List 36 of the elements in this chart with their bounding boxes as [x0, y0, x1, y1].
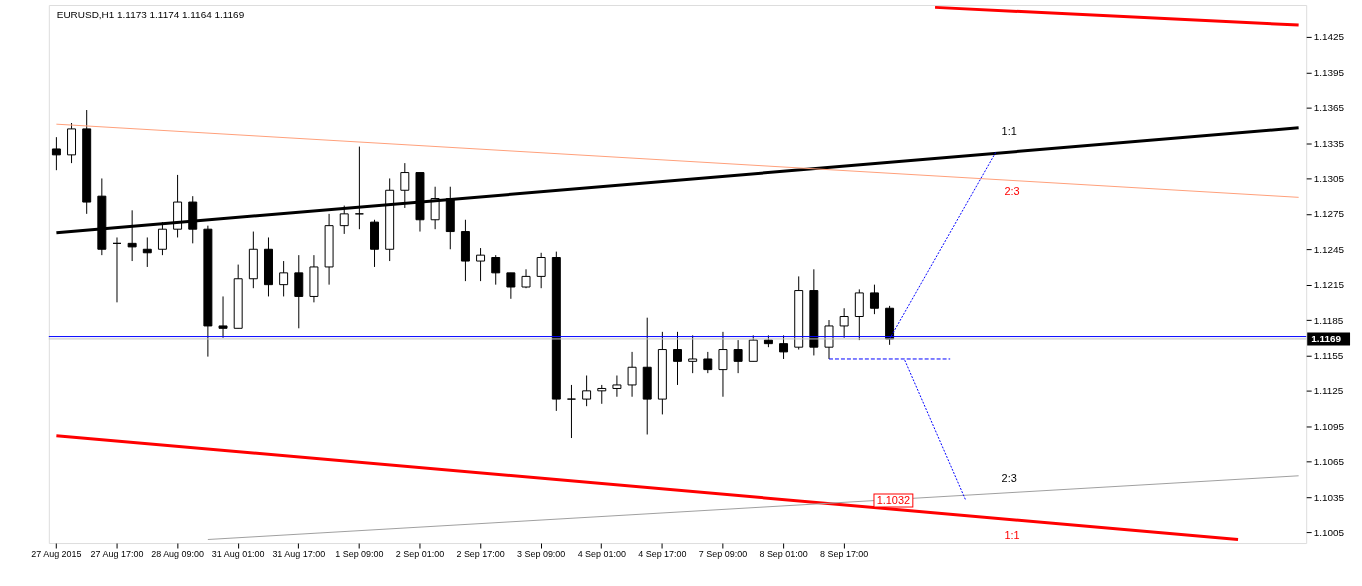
x-tick-label: 1 Sep 09:00: [335, 549, 384, 560]
annotation: 1:1: [1004, 529, 1020, 542]
chart-title: EURUSD,H1 1.1173 1.1174 1.1164 1.1169: [56, 8, 245, 20]
x-tick-label: 7 Sep 09:00: [698, 549, 748, 560]
y-tick-label: 1.1215: [1313, 279, 1345, 291]
y-tick-label: 1.1035: [1313, 491, 1345, 503]
y-tick-label: 1.1185: [1313, 314, 1344, 326]
x-tick-label: 3 Sep 09:00: [517, 549, 566, 560]
x-tick-label: 27 Aug 17:00: [90, 549, 144, 560]
y-tick-label: 1.1365: [1313, 102, 1345, 114]
y-tick-label: 1.1305: [1313, 172, 1345, 184]
x-tick-label: 2 Sep 01:00: [395, 549, 445, 560]
y-tick-label: 1.1275: [1313, 208, 1345, 220]
y-tick-label: 1.1245: [1313, 243, 1345, 255]
x-tick-label: 4 Sep 01:00: [577, 549, 626, 560]
x-tick-label: 4 Sep 17:00: [638, 549, 687, 560]
y-tick-label: 1.1125: [1313, 385, 1344, 397]
y-tick-label: 1.1095: [1313, 420, 1345, 432]
annotation: 2:3: [1004, 184, 1020, 197]
annotation: 2:3: [1001, 471, 1017, 484]
ref-line-label: 1.1169: [1311, 332, 1342, 344]
x-tick-label: 27 Aug 2015: [31, 549, 82, 560]
x-tick-label: 31 Aug 17:00: [272, 549, 326, 560]
y-tick-label: 1.1005: [1313, 526, 1345, 538]
y-tick-label: 1.1065: [1313, 456, 1345, 468]
annotation: 1:1: [1001, 124, 1017, 137]
x-tick-label: 8 Sep 17:00: [820, 549, 869, 560]
annotation: 1.1032: [876, 493, 911, 506]
x-tick-label: 31 Aug 01:00: [211, 549, 265, 560]
x-tick-label: 28 Aug 09:00: [151, 549, 204, 560]
x-tick-label: 8 Sep 01:00: [759, 549, 808, 560]
y-tick-label: 1.1155: [1313, 349, 1344, 361]
x-tick-label: 2 Sep 17:00: [456, 549, 505, 560]
y-tick-label: 1.1335: [1313, 137, 1345, 149]
y-tick-label: 1.1395: [1313, 66, 1345, 78]
y-tick-label: 1.1425: [1313, 31, 1345, 43]
